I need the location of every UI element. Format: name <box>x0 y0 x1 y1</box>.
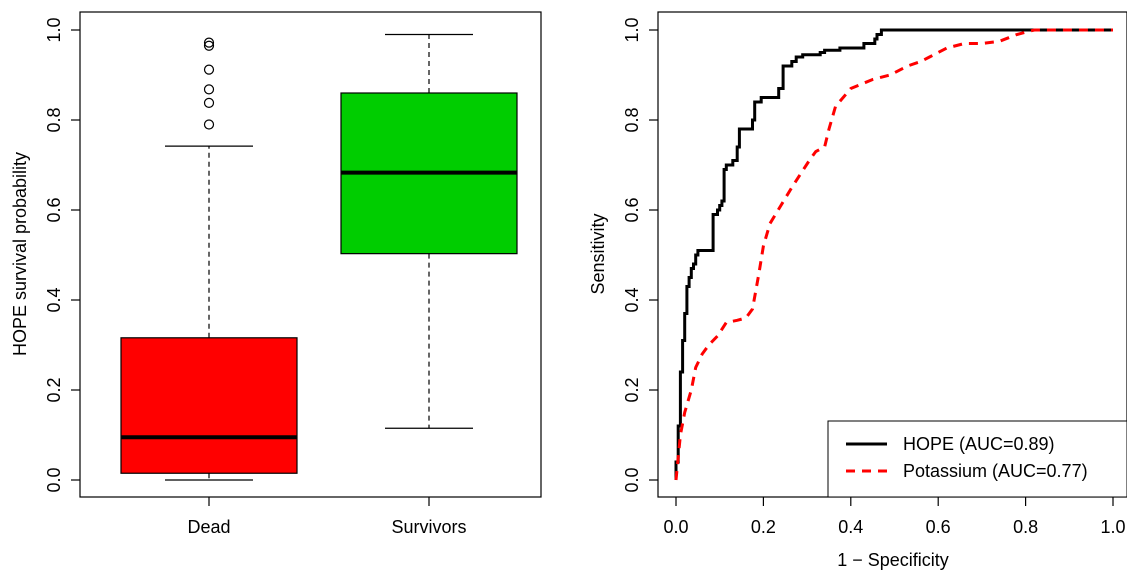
roc-y-tick-label-0: 0.0 <box>622 467 642 492</box>
roc-y-tick-label-2: 0.4 <box>622 287 642 312</box>
legend-label-hope: HOPE (AUC=0.89) <box>903 434 1055 454</box>
outlier-dead-3 <box>203 64 215 75</box>
outlier-dead-2 <box>203 84 215 95</box>
roc-legend: HOPE (AUC=0.89) Potassium (AUC=0.77) <box>827 420 1127 498</box>
boxplot-x-tick-label-0: Dead <box>187 517 230 537</box>
roc-line-hope <box>674 28 1113 480</box>
legend-label-potassium: Potassium (AUC=0.77) <box>903 461 1088 481</box>
outlier-dead-0 <box>203 119 215 130</box>
roc-x-tick-label-2: 0.4 <box>838 517 863 537</box>
roc-y-axis-title: Sensitivity <box>588 213 608 294</box>
roc-x-tick-label-0: 0.0 <box>663 517 688 537</box>
boxplot-y-tick-label-1: 0.2 <box>44 377 64 402</box>
roc-x-tick-label-4: 0.8 <box>1013 517 1038 537</box>
boxplot-y-tick-label-0: 0.0 <box>44 467 64 492</box>
boxplot-y-tick-label-3: 0.6 <box>44 197 64 222</box>
boxplot-y-axis-title: HOPE survival probability <box>10 152 30 356</box>
boxplot-x-axis: Dead Survivors <box>187 497 467 537</box>
roc-y-tick-label-3: 0.6 <box>622 197 642 222</box>
legend-box <box>827 420 1127 498</box>
roc-x-axis: 0.0 0.2 0.4 0.6 0.8 1.0 <box>663 497 1126 537</box>
boxplot-y-axis: 0.0 0.2 0.4 0.6 0.8 1.0 <box>44 17 81 493</box>
outlier-dead-1 <box>203 97 215 109</box>
roc-panel: 0.0 0.2 0.4 0.6 0.8 1.0 0.0 0.2 0.4 0.6 0.8 1.0 Se… <box>588 11 1127 570</box>
roc-y-axis: 0.0 0.2 0.4 0.6 0.8 1.0 <box>622 17 658 493</box>
roc-x-tick-label-5: 1.0 <box>1100 517 1125 537</box>
roc-y-tick-label-5: 1.0 <box>622 17 642 42</box>
boxplot-panel: 0.0 0.2 0.4 0.6 0.8 1.0 Dead Survivors HOPE su… <box>10 11 542 537</box>
roc-x-tick-label-3: 0.6 <box>926 517 951 537</box>
boxplot-y-tick-label-4: 0.8 <box>44 107 64 132</box>
boxplot-y-tick-label-2: 0.4 <box>44 287 64 312</box>
outlier-dead-4 <box>203 40 215 51</box>
roc-x-axis-title: 1 − Specificity <box>837 550 949 570</box>
roc-x-tick-label-1: 0.2 <box>751 517 776 537</box>
outlier-dead-5 <box>203 37 215 48</box>
boxplot-y-tick-label-5: 1.0 <box>44 17 64 42</box>
boxplot-x-tick-label-1: Survivors <box>391 517 466 537</box>
roc-series <box>674 28 1113 481</box>
roc-line-potassium <box>674 28 1113 481</box>
roc-y-tick-label-1: 0.2 <box>622 377 642 402</box>
boxplot-boxes <box>120 33 518 481</box>
roc-y-tick-label-4: 0.8 <box>622 107 642 132</box>
box-dead <box>120 337 298 474</box>
